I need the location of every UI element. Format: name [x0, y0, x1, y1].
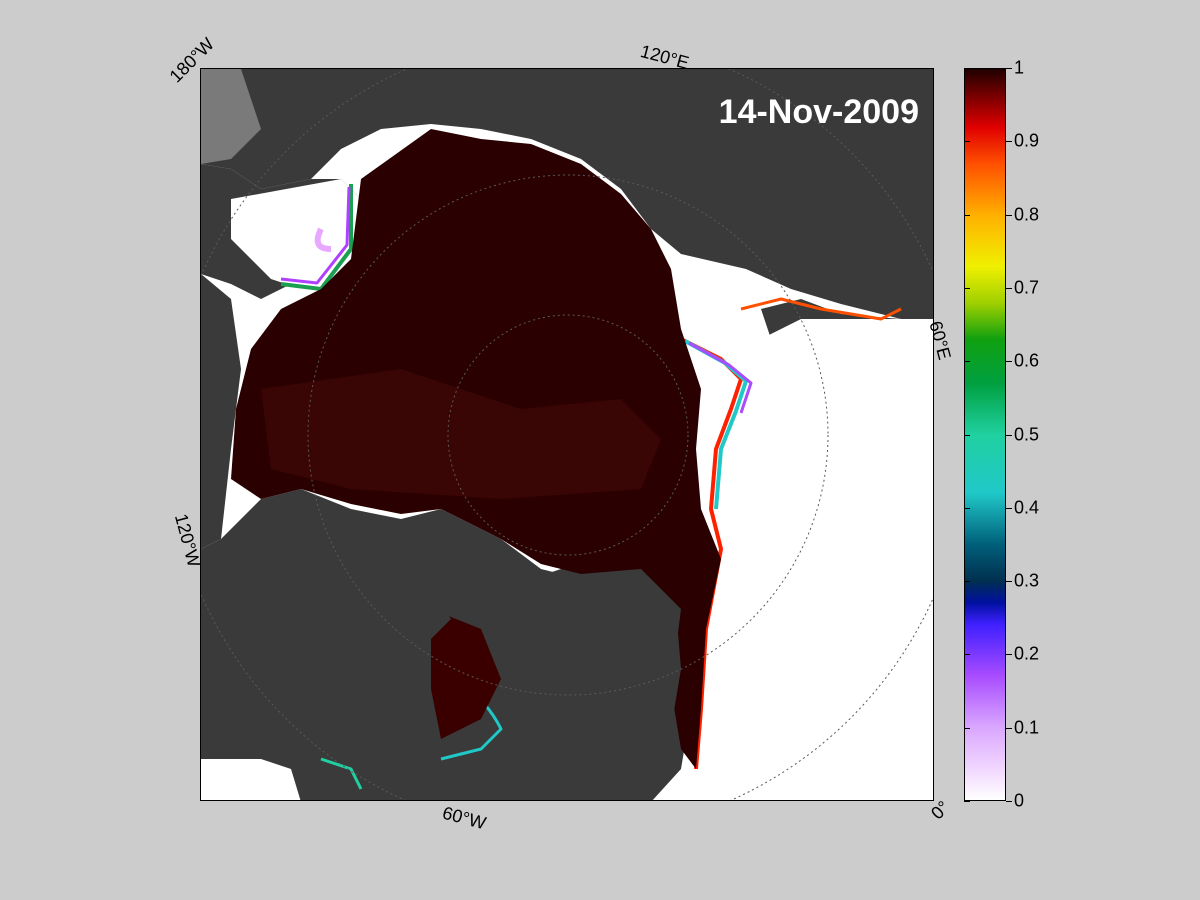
sea-ice-concentration-map: [201, 69, 933, 800]
colorbar-tick-mark-right: [1006, 801, 1012, 802]
open-water-atlantic: [701, 319, 933, 800]
colorbar-tick-label: 0.2: [1014, 643, 1040, 664]
colorbar-tick-label: 0: [1014, 790, 1025, 811]
colorbar-tick-mark-left: [964, 801, 970, 802]
colorbar-tick-label: 0.9: [1014, 130, 1040, 151]
colorbar-tick-mark-left: [964, 68, 970, 69]
colorbar-tick-mark-left: [964, 141, 970, 143]
colorbar-tick-label: 0.8: [1014, 204, 1040, 225]
colorbar-tick-mark-right: [1006, 654, 1012, 656]
colorbar-tick-label: 0.3: [1014, 570, 1040, 591]
date-label: 14-Nov-2009: [718, 93, 919, 131]
colorbar-tick-mark-left: [964, 654, 970, 656]
colorbar-tick-mark-right: [1006, 214, 1012, 216]
colorbar-tick-mark-left: [964, 214, 970, 216]
colorbar-tick-mark-left: [964, 507, 970, 509]
graticule: [201, 69, 933, 800]
colorbar-tick-mark-left: [964, 434, 970, 436]
colorbar-tick-mark-right: [1006, 507, 1012, 509]
colorbar-tick-mark-left: [964, 287, 970, 289]
colorbar-tick-mark-left: [964, 581, 970, 583]
colorbar-tick-mark-right: [1006, 141, 1012, 143]
colorbar-tick-mark-right: [1006, 287, 1012, 289]
canadian-archipelago: [236, 514, 481, 729]
colorbar-tick-mark-right: [1006, 727, 1012, 729]
colorbar-tick-label: 0.6: [1014, 350, 1040, 371]
open-water-bering: [231, 179, 361, 289]
lon-label-0: 0°: [927, 796, 954, 824]
baffin-bay-ice: [431, 609, 501, 739]
sea-ice-map: 14-Nov-2009: [200, 68, 934, 801]
colorbar-tick-mark-right: [1006, 68, 1012, 69]
ice-variation: [261, 369, 661, 499]
colorbar-tick-mark-right: [1006, 434, 1012, 436]
colorbar-tick-mark-left: [964, 727, 970, 729]
colorbar-tick-mark-right: [1006, 581, 1012, 583]
colorbar-tick-label: 0.1: [1014, 717, 1040, 738]
colorbar-tick-mark-left: [964, 361, 970, 363]
open-water-baffin: [201, 759, 301, 800]
colorbar-tick-label: 1: [1014, 57, 1025, 78]
colorbar-tick-label: 0.4: [1014, 497, 1040, 518]
colorbar-tick-label: 0.7: [1014, 277, 1040, 298]
colorbar: [964, 68, 1006, 801]
colorbar-tick-mark-right: [1006, 361, 1012, 363]
greenland: [501, 579, 681, 800]
lon-label-60w: 60°W: [440, 802, 489, 834]
colorbar-tick-label: 0.5: [1014, 424, 1040, 444]
